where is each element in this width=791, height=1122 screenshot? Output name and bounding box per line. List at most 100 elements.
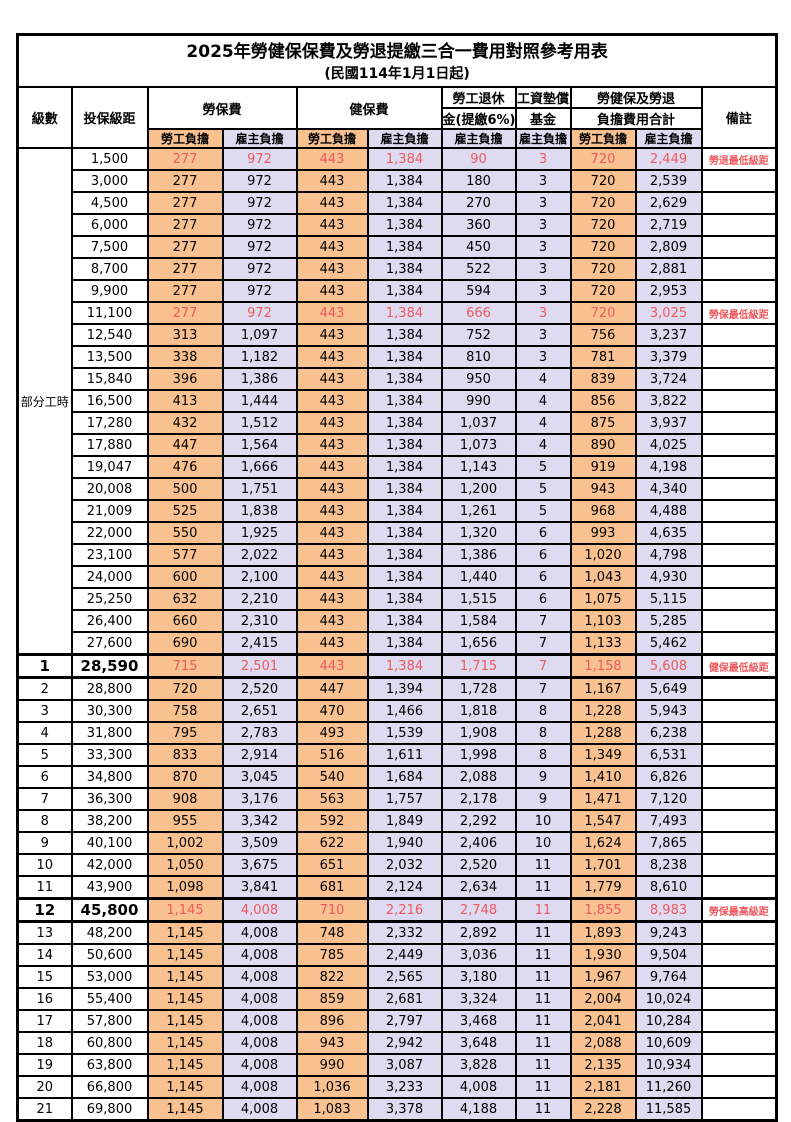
- cell-health-employee: 493: [295, 721, 369, 745]
- cell-wage-fund-employer: 7: [514, 609, 572, 633]
- cell-bracket: 53,000: [70, 965, 149, 989]
- cell-total-employee: 1,133: [569, 631, 637, 656]
- cell-pension-employer: 2,406: [440, 831, 517, 855]
- cell-wage-fund-employer: 11: [514, 1097, 572, 1122]
- col-header-wage-fund-line1: 工資墊償: [514, 86, 572, 109]
- cell-health-employer: 2,681: [366, 987, 443, 1011]
- cell-remark: [700, 565, 778, 589]
- cell-remark: [700, 1031, 778, 1055]
- cell-labor-employee: 277: [146, 169, 224, 193]
- cell-remark: [700, 587, 778, 611]
- cell-labor-employee: 432: [146, 411, 224, 435]
- cell-total-employee: 1,547: [569, 809, 637, 833]
- cell-total-employer: 8,983: [634, 897, 703, 923]
- cell-bracket: 25,250: [70, 587, 149, 611]
- table-row: 24,000 600 2,100 443 1,384 1,440 6 1,043…: [18, 565, 778, 589]
- cell-health-employer: 1,384: [366, 147, 443, 171]
- col-header-total-line1: 勞健保及勞退: [569, 86, 703, 109]
- col-header-pension-line2: 金(提繳6%): [440, 107, 517, 130]
- cell-health-employer: 1,384: [366, 257, 443, 281]
- cell-level: 15: [16, 965, 73, 989]
- cell-wage-fund-employer: 11: [514, 1075, 572, 1099]
- cell-level: 4: [16, 721, 73, 745]
- cell-remark: [700, 389, 778, 413]
- cell-labor-employer: 2,914: [221, 743, 298, 767]
- cell-labor-employer: 1,182: [221, 345, 298, 369]
- cell-labor-employee: 600: [146, 565, 224, 589]
- cell-wage-fund-employer: 11: [514, 897, 572, 923]
- cell-health-employee: 443: [295, 279, 369, 303]
- cell-remark: [700, 433, 778, 457]
- cell-labor-employee: 277: [146, 213, 224, 237]
- col-header-bracket: 投保級距: [70, 86, 149, 149]
- cell-labor-employer: 972: [221, 191, 298, 215]
- cell-bracket: 60,800: [70, 1031, 149, 1055]
- cell-bracket: 36,300: [70, 787, 149, 811]
- cell-health-employer: 1,384: [366, 323, 443, 347]
- cell-level: 17: [16, 1009, 73, 1033]
- cell-remark: 勞保最低級距: [700, 301, 778, 325]
- cell-health-employee: 443: [295, 257, 369, 281]
- cell-labor-employee: 833: [146, 743, 224, 767]
- cell-level: 8: [16, 809, 73, 833]
- cell-labor-employer: 1,925: [221, 521, 298, 545]
- cell-pension-employer: 90: [440, 147, 517, 171]
- cell-health-employee: 859: [295, 987, 369, 1011]
- cell-remark: [700, 765, 778, 789]
- cell-labor-employee: 715: [146, 653, 224, 679]
- cell-bracket: 30,300: [70, 699, 149, 723]
- cell-total-employee: 875: [569, 411, 637, 435]
- cell-health-employer: 1,384: [366, 653, 443, 679]
- cell-total-employee: 2,228: [569, 1097, 637, 1122]
- cell-total-employee: 839: [569, 367, 637, 391]
- cell-wage-fund-employer: 11: [514, 987, 572, 1011]
- cell-labor-employer: 4,008: [221, 1009, 298, 1033]
- cell-wage-fund-employer: 3: [514, 323, 572, 347]
- cell-total-employer: 10,934: [634, 1053, 703, 1077]
- cell-total-employee: 890: [569, 433, 637, 457]
- cell-pension-employer: 180: [440, 169, 517, 193]
- cell-health-employer: 1,611: [366, 743, 443, 767]
- cell-bracket: 6,000: [70, 213, 149, 237]
- title-row: 2025年勞健保保費及勞退提繳三合一費用對照參考用表 (民國114年1月1日起): [16, 33, 778, 88]
- cell-bracket: 57,800: [70, 1009, 149, 1033]
- cell-health-employee: 443: [295, 367, 369, 391]
- cell-labor-employer: 4,008: [221, 920, 298, 945]
- cell-pension-employer: 3,648: [440, 1031, 517, 1055]
- cell-pension-employer: 1,584: [440, 609, 517, 633]
- cell-pension-employer: 2,634: [440, 875, 517, 900]
- cell-total-employer: 6,531: [634, 743, 703, 767]
- cell-level: 16: [16, 987, 73, 1011]
- cell-health-employer: 1,539: [366, 721, 443, 745]
- cell-remark: [700, 1097, 778, 1122]
- cell-total-employee: 1,967: [569, 965, 637, 989]
- cell-pension-employer: 450: [440, 235, 517, 259]
- subheader-health-employee: 勞工負擔: [295, 128, 369, 149]
- cell-health-employer: 2,216: [366, 897, 443, 923]
- cell-bracket: 28,800: [70, 676, 149, 701]
- cell-labor-employee: 660: [146, 609, 224, 633]
- cell-total-employer: 5,115: [634, 587, 703, 611]
- cell-labor-employee: 577: [146, 543, 224, 567]
- cell-health-employee: 1,083: [295, 1097, 369, 1122]
- cell-health-employee: 443: [295, 521, 369, 545]
- cell-wage-fund-employer: 5: [514, 499, 572, 523]
- cell-total-employer: 2,449: [634, 147, 703, 171]
- cell-labor-employee: 1,145: [146, 1031, 224, 1055]
- cell-labor-employer: 1,666: [221, 455, 298, 479]
- cell-labor-employee: 277: [146, 279, 224, 303]
- cell-bracket: 50,600: [70, 943, 149, 967]
- cell-labor-employee: 720: [146, 676, 224, 701]
- subheader-total-employee: 勞工負擔: [569, 128, 637, 149]
- cell-labor-employer: 2,651: [221, 699, 298, 723]
- table-row: 15 53,000 1,145 4,008 822 2,565 3,180 11…: [16, 965, 778, 989]
- cell-remark: [700, 169, 778, 193]
- cell-total-employee: 1,624: [569, 831, 637, 855]
- cell-total-employer: 10,024: [634, 987, 703, 1011]
- cell-total-employer: 3,937: [634, 411, 703, 435]
- cell-wage-fund-employer: 5: [514, 477, 572, 501]
- cell-health-employee: 681: [295, 875, 369, 900]
- cell-bracket: 7,500: [70, 235, 149, 259]
- cell-bracket: 12,540: [70, 323, 149, 347]
- cell-total-employer: 4,930: [634, 565, 703, 589]
